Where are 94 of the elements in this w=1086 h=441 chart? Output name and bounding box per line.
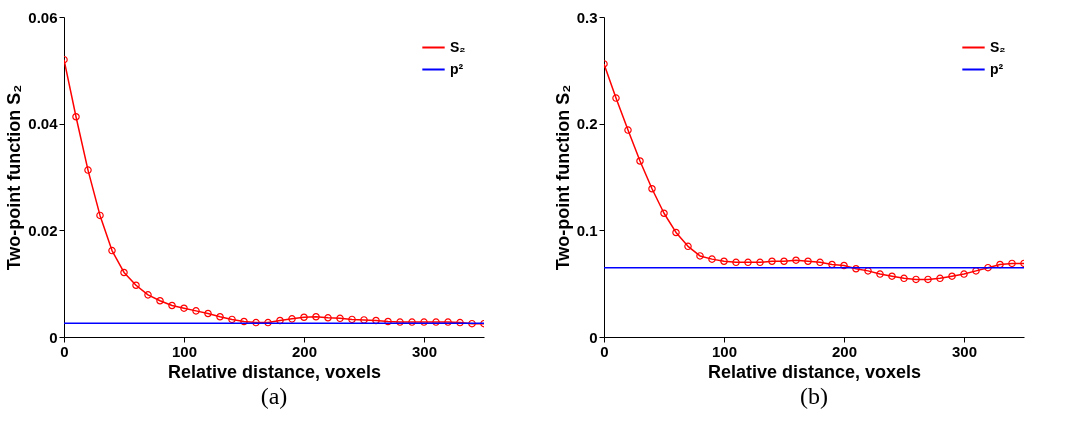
point <box>156 296 164 305</box>
point <box>624 126 632 134</box>
x-axis-title: Relative distance, voxels <box>167 361 382 382</box>
x-tick-label: 0 <box>60 342 69 360</box>
point <box>888 272 896 280</box>
x-tick-label: 100 <box>711 342 738 360</box>
legend-label: S₂ <box>450 38 466 55</box>
point <box>972 267 980 275</box>
point <box>240 317 248 326</box>
point <box>948 272 956 280</box>
point <box>300 313 308 322</box>
point <box>360 316 368 324</box>
point <box>180 304 188 312</box>
point <box>264 318 272 327</box>
x-tick-label: 200 <box>831 342 858 360</box>
point <box>192 307 200 315</box>
point <box>744 258 752 267</box>
point <box>900 274 908 283</box>
legend-label: S₂ <box>990 38 1006 55</box>
point <box>444 318 452 326</box>
y-tick-label: 0.06 <box>28 8 58 26</box>
point <box>636 157 644 165</box>
point <box>216 312 224 321</box>
point <box>864 267 872 275</box>
x-tick-label: 200 <box>291 342 318 360</box>
point <box>108 246 116 255</box>
y-tick-label: 0.1 <box>576 221 598 239</box>
point <box>408 318 416 326</box>
point <box>336 314 344 323</box>
point <box>804 257 812 266</box>
point <box>396 318 404 326</box>
point <box>468 319 476 328</box>
y-tick-label: 0.3 <box>576 8 598 26</box>
point <box>660 209 668 218</box>
point <box>276 316 284 325</box>
point <box>756 258 764 267</box>
point <box>648 184 656 193</box>
point <box>144 291 152 299</box>
point <box>132 281 140 290</box>
point <box>732 258 740 267</box>
point <box>828 260 836 269</box>
point <box>696 252 704 260</box>
text: (b) <box>800 383 828 409</box>
text: (a) <box>260 383 288 409</box>
point <box>672 228 680 237</box>
point <box>984 263 992 272</box>
y-tick-label: 0 <box>589 328 598 346</box>
point <box>768 257 776 266</box>
point <box>792 256 800 264</box>
x-tick-label: 300 <box>951 342 978 360</box>
point <box>204 309 212 318</box>
point <box>996 260 1004 269</box>
x-axis-title: Relative distance, voxels <box>707 361 922 382</box>
legend-label: p² <box>450 60 464 77</box>
point <box>324 314 332 322</box>
point <box>720 257 728 266</box>
point <box>456 318 464 327</box>
point <box>420 318 428 326</box>
x-tick-label: 100 <box>171 342 198 360</box>
y-axis-title: Two-point function S₂ <box>4 84 25 271</box>
point <box>936 274 944 283</box>
point <box>816 258 824 267</box>
point <box>924 275 932 284</box>
point <box>1008 259 1016 268</box>
point <box>912 275 920 284</box>
y-tick-label: 0.04 <box>28 115 59 133</box>
point <box>312 312 320 321</box>
point <box>780 257 788 266</box>
point <box>432 318 440 326</box>
y-tick-label: 0.02 <box>28 221 58 239</box>
point <box>960 270 968 278</box>
y-tick-label: 0.2 <box>576 115 598 133</box>
legend-label: p² <box>990 60 1004 77</box>
point <box>84 166 92 174</box>
point <box>708 255 716 263</box>
point <box>852 264 860 273</box>
x-tick-label: 300 <box>411 342 438 360</box>
point <box>684 242 692 251</box>
y-tick-label: 0 <box>49 328 58 346</box>
point <box>72 112 80 121</box>
point <box>876 270 884 278</box>
x-tick-label: 0 <box>600 342 609 360</box>
point <box>168 301 176 310</box>
point <box>288 315 296 323</box>
point <box>348 315 356 324</box>
point <box>252 318 260 327</box>
point <box>384 317 392 326</box>
y-axis-title: Two-point function S₂ <box>552 84 573 271</box>
point <box>372 316 380 325</box>
point <box>120 268 128 277</box>
point <box>840 261 848 270</box>
point <box>228 315 236 324</box>
point <box>96 211 104 220</box>
point <box>612 94 620 102</box>
